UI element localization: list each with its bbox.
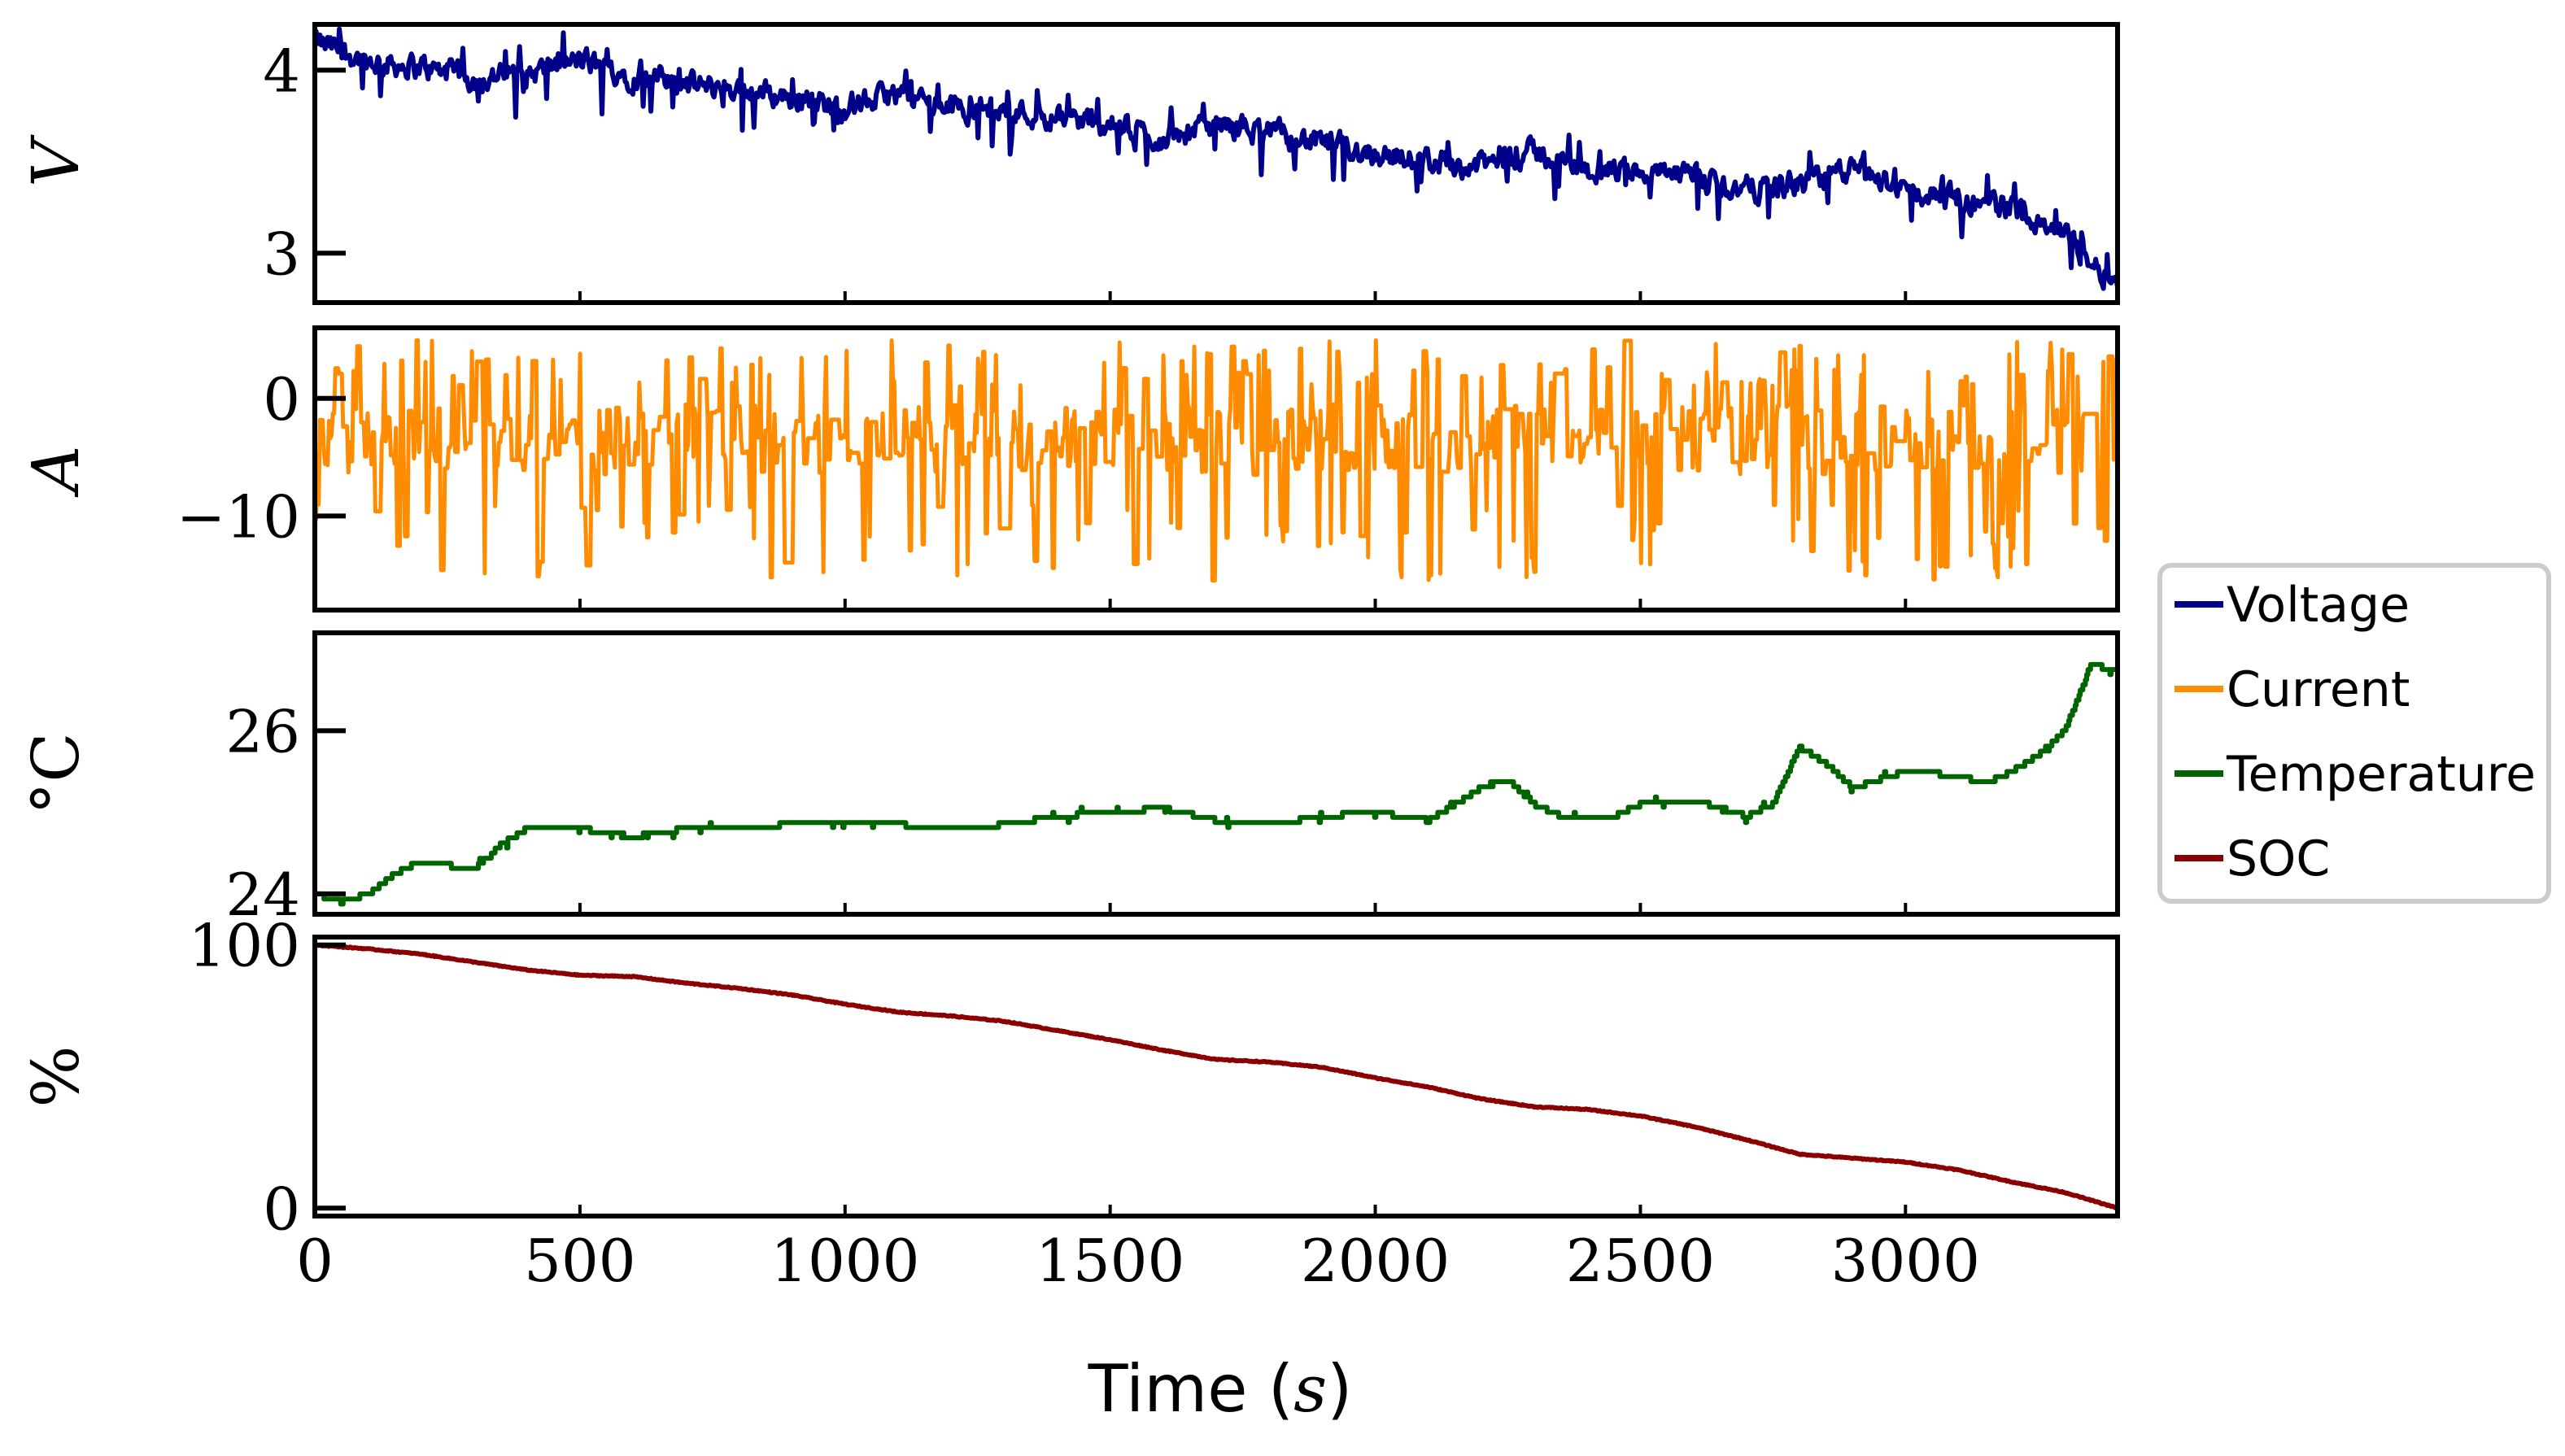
ytick-label-temperature-0: 24 [225, 861, 300, 929]
series-line-voltage [315, 26, 2118, 291]
series-line-temperature [315, 661, 2118, 907]
ytick-label-soc-1: 100 [189, 912, 300, 980]
xtick-label-0: 0 [296, 1227, 334, 1295]
panel-voltage: 3 4 V [18, 22, 2120, 305]
panel-frame-current [312, 325, 2120, 612]
legend-label-2: Temperature [2226, 746, 2536, 803]
legend-label-3: SOC [2227, 830, 2330, 887]
xtick-label-6: 3000 [1831, 1227, 1980, 1295]
panel-current: 0 −10 A [18, 325, 2120, 612]
legend-box [2157, 563, 2551, 904]
ytick-label-current-0: 0 [263, 365, 300, 434]
legend-label-0: Voltage [2227, 577, 2410, 634]
ytick-label-current-1: −10 [177, 482, 300, 551]
y-axis-label-temperature: °C [18, 732, 94, 814]
x-axis-label: Time (s) [1088, 1351, 1353, 1427]
xtick-label-4: 2000 [1301, 1227, 1450, 1295]
xtick-label-2: 1000 [770, 1227, 919, 1295]
panel-soc: 0 100% [18, 912, 2120, 1243]
x-axis-label-text: Time ( [1088, 1351, 1293, 1427]
ytick-label-temperature-1: 26 [225, 697, 300, 765]
x-tick-labels: 0 500 1000 1500 2000 2500 3000 [296, 1227, 1980, 1295]
legend-label-1: Current [2227, 661, 2410, 718]
ytick-label-soc-0: 0 [263, 1175, 300, 1243]
ytick-label-voltage-0: 3 [263, 220, 300, 288]
series-line-soc [315, 942, 2118, 1210]
panel-frame-soc [312, 935, 2120, 1218]
xtick-label-3: 1500 [1036, 1227, 1184, 1295]
panel-frame-temperature [312, 630, 2120, 917]
xtick-label-1: 500 [524, 1227, 635, 1295]
y-axis-label-soc: % [18, 1045, 94, 1107]
xtick-label-5: 2500 [1566, 1227, 1715, 1295]
panels-layer: 3 4 V 0 −10 A 24 26 °C 0 100% 0 500 1000 1500 2000 2500 3… [18, 22, 2120, 1295]
legend: Voltage Current Temperature SOC [2157, 563, 2551, 904]
ytick-label-voltage-1: 4 [263, 37, 300, 105]
series-line-current [315, 338, 2118, 583]
y-axis-label-voltage: V [18, 134, 94, 187]
y-axis-label-current: A [18, 446, 94, 499]
panel-frame-voltage [312, 22, 2120, 305]
panel-temperature: 24 26 °C [18, 630, 2120, 929]
